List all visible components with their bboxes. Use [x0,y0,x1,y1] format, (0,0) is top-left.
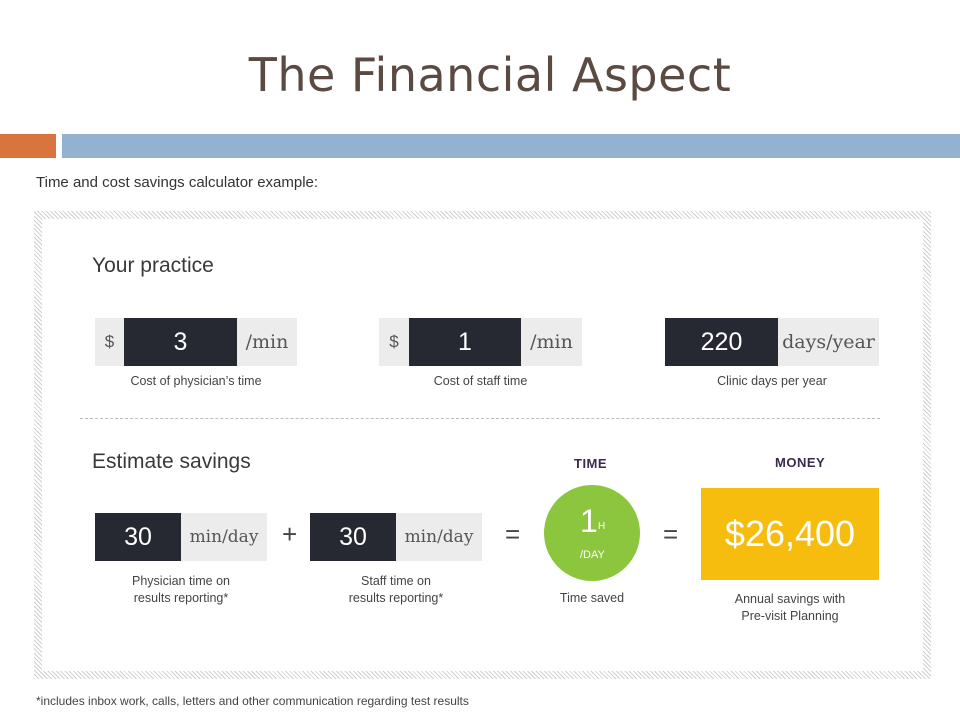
physician-cost-caption: Cost of physician’s time [130,374,262,388]
accent-bar-blue [62,134,960,158]
caption-line: Pre-visit Planning [741,609,839,623]
min-per-day-suffix: min/day [396,513,482,561]
staff-time-input[interactable]: 30 min/day [310,513,482,561]
per-min-suffix: /min [237,318,297,366]
clinic-days-value[interactable]: 220 [665,318,778,366]
calculator-frame [34,211,931,679]
physician-time-input[interactable]: 30 min/day [95,513,267,561]
slide-title: The Financial Aspect [248,48,732,102]
equals-operator: = [505,519,521,549]
annual-savings-caption: Annual savings with Pre-visit Planning [701,591,879,625]
caption-line: Staff time on [361,574,431,588]
per-min-suffix: /min [521,318,582,366]
time-label: TIME [574,456,608,471]
time-saved-number: 1 [580,503,598,539]
staff-cost-caption: Cost of staff time [433,374,528,388]
clinic-days-input[interactable]: 220 days/year [665,318,879,366]
equals-operator: = [663,519,679,549]
staff-cost-input[interactable]: $ 1 /min [379,318,582,366]
staff-time-value[interactable]: 30 [310,513,396,561]
calculator-subtitle: Time and cost savings calculator example… [36,174,319,191]
clinic-days-caption: Clinic days per year [717,374,827,388]
caption-line: Annual savings with [734,592,846,606]
min-per-day-suffix: min/day [181,513,267,561]
physician-cost-input[interactable]: $ 3 /min [95,318,297,366]
time-saved-per: /DAY [580,549,605,561]
caption-line: Physician time on [132,574,230,588]
practice-heading: Your practice [92,254,214,277]
estimate-heading: Estimate savings [92,450,251,473]
staff-time-caption: Staff time on results reporting* [310,573,482,607]
footnote: *includes inbox work, calls, letters and… [36,694,469,708]
physician-time-value[interactable]: 30 [95,513,181,561]
caption-line: results reporting* [133,591,229,605]
physician-time-caption: Physician time on results reporting* [95,573,267,607]
annual-savings-amount: $26,400 [701,488,879,580]
time-saved-circle: 1 H /DAY [544,485,640,581]
calculator-panel [42,219,923,671]
dollar-prefix: $ [95,318,124,366]
money-label: MONEY [775,455,826,470]
days-per-year-suffix: days/year [778,318,879,366]
section-divider [80,418,880,419]
time-saved-unit: H [598,521,606,532]
time-saved-caption: Time saved [559,591,625,605]
staff-cost-value[interactable]: 1 [409,318,521,366]
physician-cost-value[interactable]: 3 [124,318,237,366]
plus-operator: + [282,519,298,549]
accent-bar-orange [0,134,56,158]
dollar-prefix: $ [379,318,409,366]
caption-line: results reporting* [348,591,444,605]
